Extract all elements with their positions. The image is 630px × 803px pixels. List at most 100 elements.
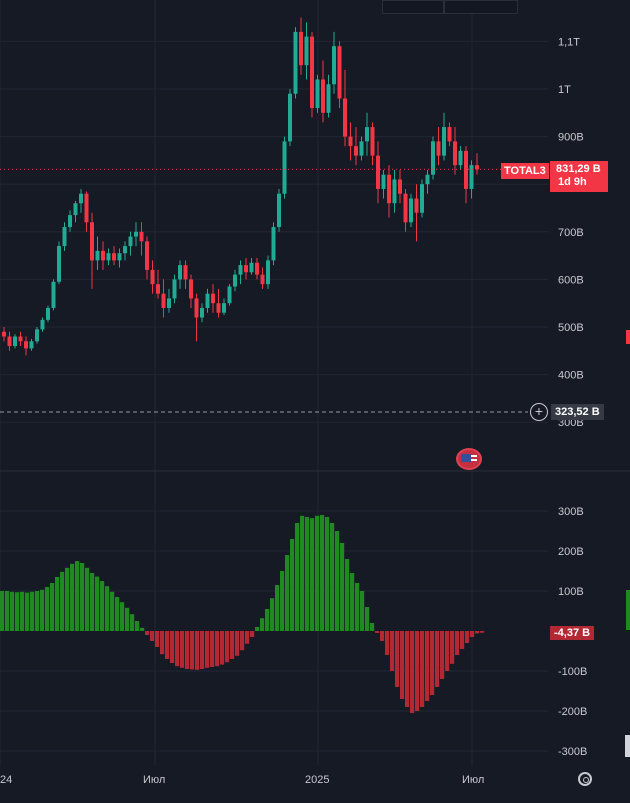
histogram-bar — [395, 631, 400, 687]
candle-body — [282, 141, 287, 194]
histogram-bar — [235, 631, 240, 656]
histogram-bar — [455, 631, 460, 655]
candle-body — [392, 179, 397, 204]
candle-body — [249, 262, 254, 273]
candle-body — [79, 193, 83, 204]
candle-body — [101, 250, 105, 261]
histogram-bar — [350, 573, 355, 631]
histogram-bar — [310, 518, 315, 631]
histogram-bar — [70, 563, 75, 631]
histogram-bar — [205, 631, 210, 668]
histogram-bar — [120, 602, 125, 631]
candle-body — [255, 262, 259, 275]
countdown-value: 1d 9h — [558, 176, 587, 188]
histogram-bar — [245, 631, 250, 644]
histogram-bar — [380, 631, 385, 641]
histogram-bar — [480, 631, 485, 633]
candle-body — [172, 279, 177, 299]
histogram-bar — [145, 631, 150, 635]
histogram-bar — [370, 623, 375, 631]
histogram-bar — [340, 543, 345, 631]
histogram-bar — [215, 631, 220, 667]
histogram-bar — [260, 618, 265, 631]
histogram-bar — [10, 591, 15, 631]
hist-tick-label: 100B — [558, 586, 584, 598]
candle-body — [321, 79, 325, 113]
candle-body — [95, 250, 100, 261]
histogram-bar — [90, 573, 95, 631]
histogram-bar — [425, 631, 430, 701]
price-tick-label: 500B — [558, 322, 584, 334]
candle-body — [35, 329, 39, 342]
price-tick-label: 300B — [558, 417, 584, 429]
histogram-bar — [445, 631, 450, 671]
candle-body — [354, 146, 358, 156]
candle-body — [40, 319, 45, 330]
histogram-bar — [180, 631, 185, 668]
candle-body — [200, 307, 204, 318]
candle-body — [167, 298, 171, 308]
histogram-bar — [280, 571, 285, 631]
histogram-bar — [360, 591, 365, 631]
histogram-bar — [150, 631, 155, 641]
edge-marker — [626, 590, 630, 630]
candle-body — [2, 331, 6, 337]
histogram-bar — [200, 631, 205, 669]
histogram-bar — [250, 631, 255, 637]
histogram-bar — [365, 607, 370, 631]
price-tick-label: 400B — [558, 370, 584, 382]
histogram-bar — [190, 631, 195, 670]
candle-body — [90, 222, 94, 261]
histogram-bar — [160, 631, 165, 655]
candle-body — [150, 269, 155, 285]
candle-body — [205, 293, 210, 308]
histogram-bar — [400, 631, 405, 699]
histogram-bar — [105, 586, 110, 631]
time-tick-label: 2025 — [305, 774, 329, 786]
histogram-bar — [175, 631, 180, 667]
histogram-bar — [25, 592, 30, 631]
candle-body — [117, 253, 122, 261]
histogram-bar — [40, 589, 45, 631]
price-tick-label: 900B — [558, 132, 584, 144]
candle-body — [29, 341, 34, 349]
price-tick-label: 700B — [558, 227, 584, 239]
candle-body — [84, 193, 89, 223]
histogram-bar — [85, 567, 90, 631]
histogram-bar — [405, 631, 410, 707]
candle-body — [266, 260, 270, 285]
histogram-bar — [470, 631, 475, 637]
histogram-bar — [285, 555, 290, 631]
candle-body — [409, 198, 413, 223]
histogram-bar — [95, 576, 100, 631]
candle-body — [469, 165, 474, 189]
settings-gear-icon[interactable] — [578, 772, 592, 786]
us-flag-icon[interactable] — [456, 448, 482, 470]
toolbar-button-b[interactable] — [444, 0, 518, 14]
histogram-bar — [130, 614, 135, 631]
histogram-bar — [210, 631, 215, 667]
candle-body — [277, 193, 281, 228]
candle-body — [447, 127, 452, 142]
crosshair-price-tag: 323,52 B — [551, 404, 604, 420]
histogram-bar — [355, 583, 360, 631]
crosshair-add-button[interactable]: + — [530, 403, 548, 421]
candle-body — [425, 174, 430, 185]
histogram-bar — [225, 631, 230, 663]
candle-body — [51, 281, 56, 308]
histogram-bar — [410, 631, 415, 713]
candle-body — [73, 203, 78, 216]
candle-body — [332, 46, 336, 85]
candle-body — [343, 98, 347, 137]
histogram-bar — [170, 631, 175, 663]
histogram-bar — [375, 631, 380, 633]
histogram-bar — [45, 587, 50, 631]
candle-body — [123, 246, 127, 254]
histogram-bar — [155, 631, 160, 647]
candle-body — [189, 279, 193, 299]
toolbar-button-a[interactable] — [382, 0, 444, 14]
symbol-badge: TOTAL3 — [501, 163, 549, 179]
histogram-bar — [110, 591, 115, 631]
